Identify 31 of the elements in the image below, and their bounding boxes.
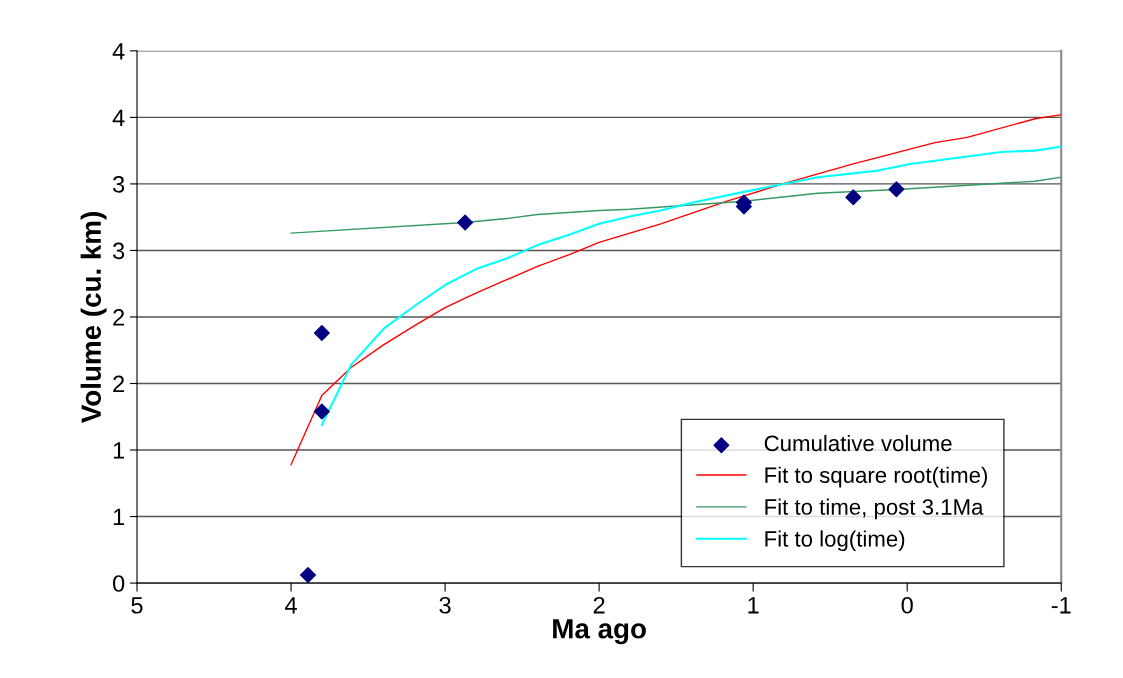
y-tick-label: 1 — [113, 508, 125, 526]
x-tick-label: 0 — [901, 596, 913, 614]
x-tick-label: 4 — [285, 597, 297, 614]
legend-label: Fit to square root(time) — [765, 466, 987, 488]
y-tick-label: 1 — [113, 442, 125, 459]
line-series — [290, 114, 1062, 466]
point — [313, 403, 330, 420]
point — [888, 181, 905, 198]
point — [845, 189, 862, 206]
legend-label: Cumulative volume — [764, 434, 952, 452]
y-tick-label: 4 — [112, 43, 125, 60]
x-tick-label: 2 — [593, 596, 605, 614]
y-tick-label: 2 — [113, 375, 125, 393]
line-series — [290, 176, 1062, 234]
x-tick-label: -1 — [1051, 597, 1071, 614]
x-tick-label: 1 — [748, 597, 759, 614]
point — [313, 324, 330, 341]
y-tick-label: 3 — [112, 242, 125, 260]
point — [300, 567, 316, 584]
x-tick-label: 3 — [439, 596, 451, 614]
line-series — [320, 145, 1062, 426]
y-tick-label: 3 — [112, 175, 125, 193]
y-axis-title: Volume (cu. km) — [80, 212, 107, 424]
legend-label: Fit to log(time) — [765, 530, 905, 552]
legend-label: Fit to time, post 3.1Ma — [765, 498, 984, 520]
point — [457, 214, 474, 231]
x-tick-label: 5 — [131, 597, 143, 614]
x-axis-title: Ma ago — [553, 619, 646, 645]
y-tick-label: 2 — [113, 309, 125, 326]
y-tick-label: 0 — [112, 575, 125, 592]
y-tick-label: 4 — [112, 109, 125, 126]
